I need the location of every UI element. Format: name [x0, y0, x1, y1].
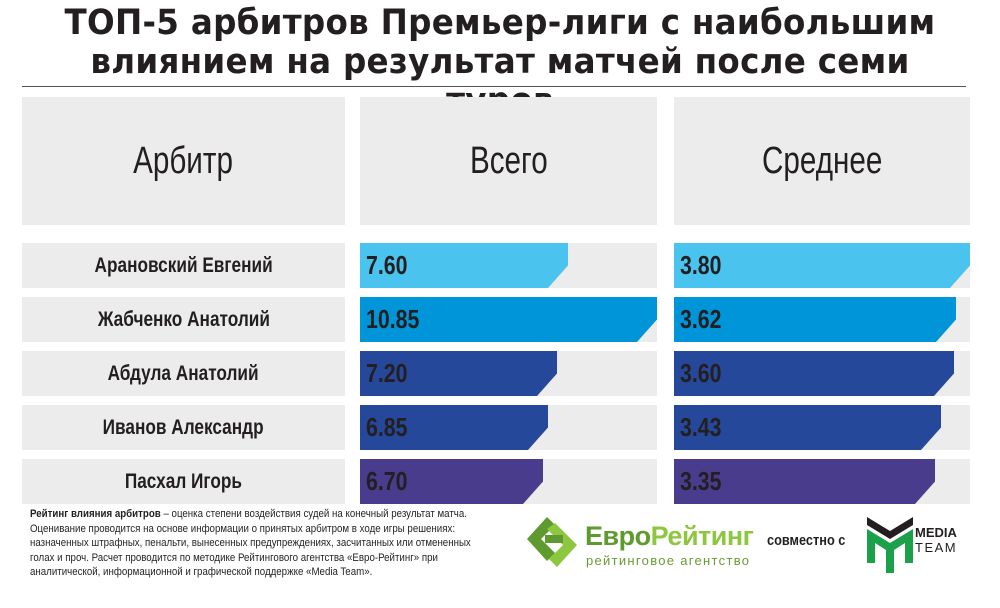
average-cell: 3.60 — [674, 351, 970, 396]
header-referee: Арбитр — [22, 97, 345, 225]
total-value: 6.70 — [366, 466, 408, 496]
title-line-1: ТОП-5 арбитров Премьер-лиги с наибольшим — [64, 3, 936, 43]
average-value: 3.35 — [680, 466, 722, 496]
average-cell: 3.80 — [674, 243, 970, 288]
total-cell: 10.85 — [360, 297, 657, 342]
total-bar — [360, 243, 568, 288]
average-value: 3.60 — [680, 358, 722, 388]
average-value: 3.80 — [680, 250, 722, 280]
total-cell: 6.70 — [360, 459, 657, 504]
footnote: Рейтинг влияния арбитров – оценка степен… — [30, 508, 471, 578]
page-title: ТОП-5 арбитров Премьер-лиги с наибольшим… — [35, 4, 965, 121]
table-row: Жабченко Анатолий 10.85 3.62 — [0, 297, 1000, 342]
euro-rating-emblem-icon — [527, 517, 577, 567]
referee-name: Иванов Александр — [22, 405, 345, 450]
average-cell: 3.35 — [674, 459, 970, 504]
media-team-text: MEDIA TEAM — [915, 525, 958, 555]
media-team-emblem-icon — [867, 517, 913, 573]
average-bar — [674, 243, 970, 288]
title-divider — [22, 86, 966, 87]
euro-rating-subtitle: рейтинговое агентство — [586, 553, 751, 568]
referee-name: Пасхал Игорь — [22, 459, 345, 504]
table-row: Иванов Александр 6.85 3.43 — [0, 405, 1000, 450]
total-value: 7.60 — [366, 250, 408, 280]
header-average: Среднее — [674, 97, 970, 225]
average-bar — [674, 459, 935, 504]
average-cell: 3.43 — [674, 405, 970, 450]
total-cell: 7.60 — [360, 243, 657, 288]
title-line-2: влиянием на результат матчей после семи … — [90, 42, 910, 121]
table-row: Пасхал Игорь 6.70 3.35 — [0, 459, 1000, 504]
total-bar — [360, 297, 657, 342]
total-bar — [360, 405, 548, 450]
total-bar — [360, 351, 557, 396]
media-team-logo: MEDIA TEAM — [865, 515, 975, 573]
average-bar — [674, 405, 941, 450]
average-cell: 3.62 — [674, 297, 970, 342]
total-value: 6.85 — [366, 412, 408, 442]
together-with-label: совместно с — [767, 532, 846, 549]
average-value: 3.62 — [680, 304, 722, 334]
total-cell: 7.20 — [360, 351, 657, 396]
header-total: Всего — [360, 97, 657, 225]
average-bar — [674, 297, 956, 342]
euro-rating-logo: ЕвроРейтинг рейтинговое агентство — [525, 515, 765, 571]
euro-rating-name: ЕвроРейтинг — [585, 521, 754, 551]
referee-name: Арановский Евгений — [22, 243, 345, 288]
total-cell: 6.85 — [360, 405, 657, 450]
table-row: Абдула Анатолий 7.20 3.60 — [0, 351, 1000, 396]
total-value: 7.20 — [366, 358, 408, 388]
total-bar — [360, 459, 543, 504]
referee-name: Абдула Анатолий — [22, 351, 345, 396]
total-value: 10.85 — [366, 304, 420, 334]
table-row: Арановский Евгений 7.60 3.80 — [0, 243, 1000, 288]
average-bar — [674, 351, 954, 396]
referee-name: Жабченко Анатолий — [22, 297, 345, 342]
average-value: 3.43 — [680, 412, 722, 442]
